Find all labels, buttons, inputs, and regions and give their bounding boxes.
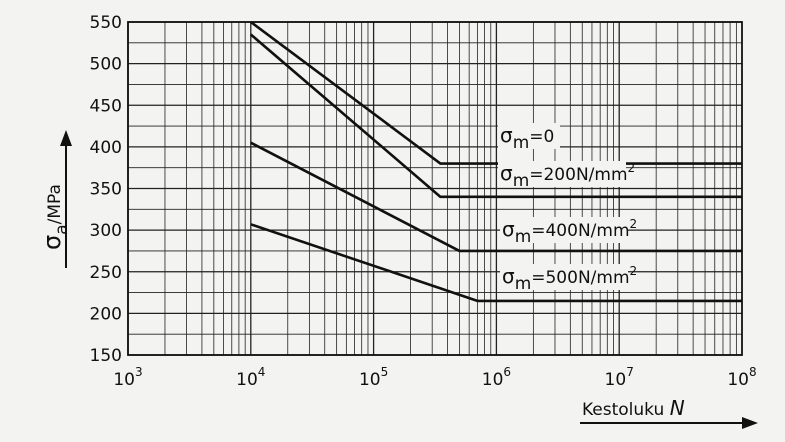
curves xyxy=(249,20,742,303)
curve-label-bg xyxy=(498,123,560,149)
curve-label-bg xyxy=(498,161,626,187)
curve-label-3: σm=500N/mm2 xyxy=(502,264,637,294)
y-tick-label: 450 xyxy=(90,96,122,116)
curve-label-bg xyxy=(500,264,628,290)
series-line-2 xyxy=(250,141,742,253)
y-axis-arrow-head xyxy=(60,130,72,146)
y-tick-label: 500 xyxy=(90,55,122,75)
grid xyxy=(127,21,742,356)
axes: 150 200 250 300 350 400 450 500 550 103 104 105 106 1… xyxy=(38,13,758,429)
curve-label-0: σm=0 xyxy=(500,123,554,153)
x-tick-label: 106 xyxy=(482,365,511,390)
x-axis-title: Kestoluku N xyxy=(582,396,685,420)
x-tick-label: 107 xyxy=(605,365,634,390)
y-tick-label: 150 xyxy=(90,346,122,366)
x-tick-label: 104 xyxy=(236,365,265,390)
plot-frame xyxy=(127,21,743,356)
series-line-1 xyxy=(249,33,742,199)
y-tick-label: 200 xyxy=(90,304,122,324)
curve-label-bg xyxy=(500,217,628,243)
y-tick-label: 400 xyxy=(90,138,122,158)
y-tick-label: 550 xyxy=(90,13,122,33)
y-axis-title: σa/MPa xyxy=(38,184,72,250)
series-line-0 xyxy=(250,20,742,165)
curve-label-1: σm=200N/mm2 xyxy=(500,161,635,191)
y-tick-label: 300 xyxy=(90,221,122,241)
x-tick-label: 105 xyxy=(359,365,388,390)
curve-labels: σm=0 σm=200N/mm2 σm=400N/mm2 σm=500N/mm2 xyxy=(498,123,637,294)
x-axis-arrow-head xyxy=(742,417,758,429)
y-tick-label: 350 xyxy=(90,180,122,200)
series-line-3 xyxy=(250,223,742,303)
y-tick-label: 250 xyxy=(90,263,122,283)
x-tick-label: 103 xyxy=(113,365,142,390)
x-tick-label: 108 xyxy=(727,365,756,390)
curve-label-2: σm=400N/mm2 xyxy=(502,217,637,247)
